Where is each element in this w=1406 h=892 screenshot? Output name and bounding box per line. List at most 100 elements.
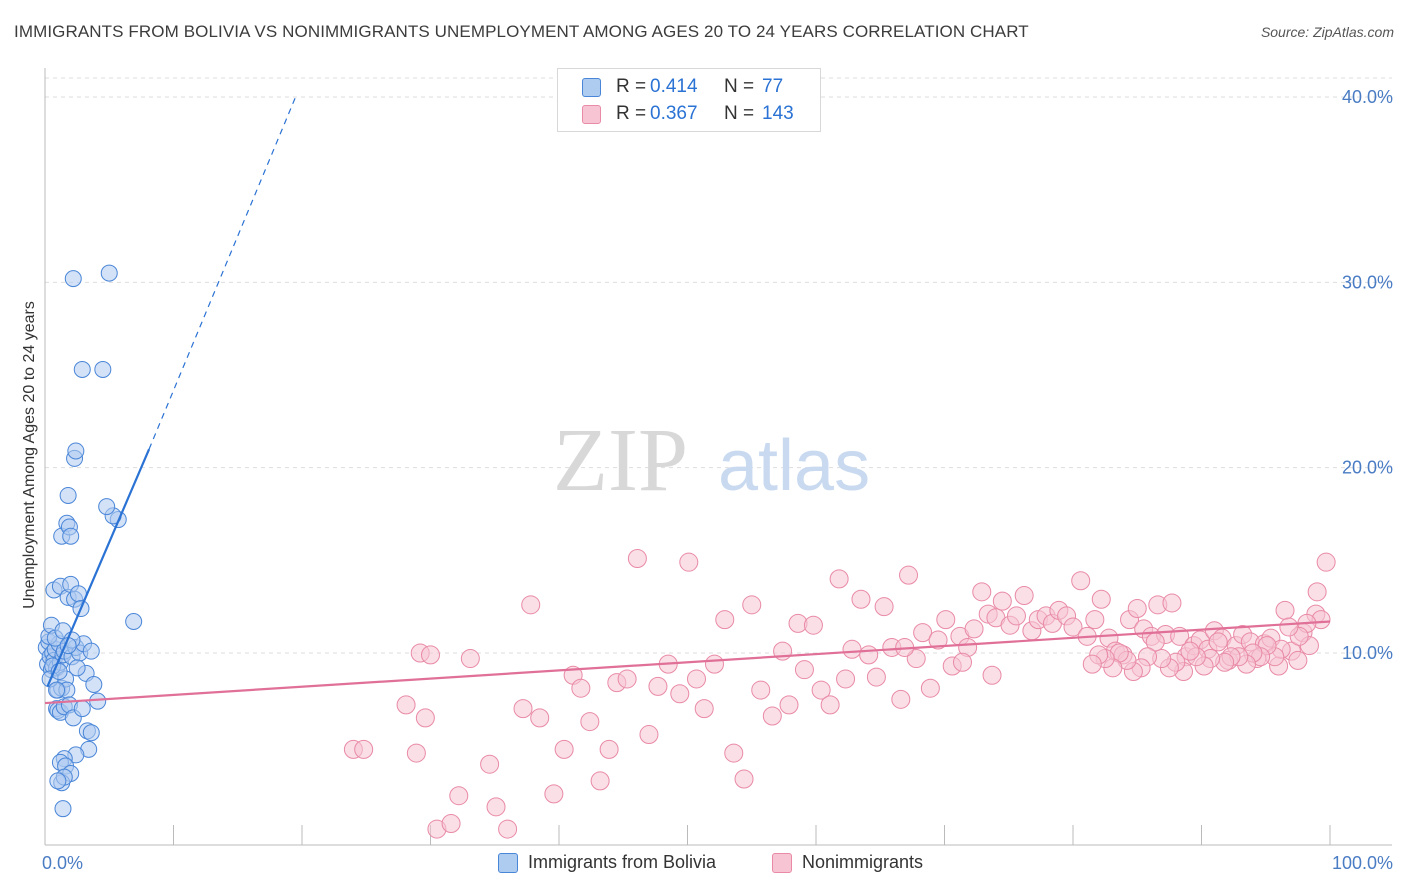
nonimmigrants-point — [866, 667, 886, 687]
nonimmigrants-point — [715, 610, 735, 630]
bolivia-point — [49, 772, 67, 790]
tick-labels: 10.0% 20.0% 30.0% 40.0% 0.0% 100.0% — [42, 87, 1393, 873]
legend-row-nonimmigrants: R = 0.367 N = 143 — [558, 100, 820, 128]
nonimmigrants-point — [498, 819, 518, 839]
nonimmigrants-point — [829, 569, 849, 589]
bolivia-trend-line — [46, 448, 151, 687]
nonimmigrants-point — [580, 712, 600, 732]
nonimmigrants-point — [1279, 617, 1299, 637]
bolivia-point — [85, 676, 103, 694]
nonimmigrants-point — [627, 548, 647, 568]
nonimmigrants-point — [521, 595, 541, 615]
nonimmigrants-point — [406, 743, 426, 763]
bolivia-point — [64, 270, 82, 288]
bolivia-point — [54, 800, 72, 818]
legend-r-value-bolivia: 0.414 — [650, 76, 698, 97]
nonimmigrants-point — [982, 665, 1002, 685]
nonimmigrants-point — [836, 669, 856, 689]
nonimmigrants-point — [480, 754, 500, 774]
nonimmigrants-point — [1071, 571, 1091, 591]
nonimmigrants-point — [571, 678, 591, 698]
nonimmigrants-point — [1208, 632, 1228, 652]
chart-title: IMMIGRANTS FROM BOLIVIA VS NONIMMIGRANTS… — [14, 22, 1029, 41]
nonimmigrants-point — [751, 680, 771, 700]
watermark-atlas: atlas — [718, 426, 870, 506]
legend-swatch-bolivia — [498, 853, 518, 873]
nonimmigrants-point — [811, 680, 831, 700]
bolivia-point — [98, 498, 116, 516]
nonimmigrants-point — [742, 595, 762, 615]
nonimmigrants-point — [1162, 593, 1182, 613]
nonimmigrants-point — [639, 725, 659, 745]
legend-n-label: N = — [724, 76, 755, 97]
nonimmigrants-point — [1316, 552, 1336, 572]
bolivia-points — [37, 264, 143, 818]
bolivia-trend-extension — [148, 96, 297, 450]
nonimmigrants-point — [694, 699, 714, 719]
nonimmigrants-point — [859, 645, 879, 665]
nonimmigrants-point — [679, 552, 699, 572]
nonimmigrants-point — [486, 797, 506, 817]
nonimmigrants-point — [441, 814, 461, 834]
y-tick-label: 40.0% — [1342, 87, 1393, 107]
nonimmigrants-point — [920, 678, 940, 698]
legend-label-nonimmigrants: Nonimmigrants — [802, 852, 924, 872]
bolivia-point — [100, 264, 118, 282]
nonimmigrants-point — [1180, 641, 1200, 661]
nonimmigrants-point — [952, 652, 972, 672]
y-tick-label: 10.0% — [1342, 643, 1393, 663]
bolivia-point — [48, 681, 66, 699]
nonimmigrants-point — [779, 695, 799, 715]
y-axis-label: Unemployment Among Ages 20 to 24 years — [21, 301, 38, 609]
nonimmigrants-point — [590, 771, 610, 791]
bolivia-point — [94, 360, 112, 378]
bolivia-point — [59, 486, 77, 504]
nonimmigrants-point — [1006, 606, 1026, 626]
nonimmigrants-point — [724, 743, 744, 763]
bolivia-point — [67, 442, 85, 460]
nonimmigrants-point — [460, 649, 480, 669]
nonimmigrants-point — [820, 695, 840, 715]
y-tick-label: 20.0% — [1342, 458, 1393, 478]
x-tick-label-max: 100.0% — [1332, 853, 1393, 873]
legend-r-label: R = — [616, 103, 647, 124]
nonimmigrants-point — [544, 784, 564, 804]
nonimmigrants-point — [1063, 617, 1083, 637]
nonimmigrants-point — [354, 739, 374, 759]
nonimmigrants-point — [1082, 654, 1102, 674]
bolivia-point — [73, 700, 91, 718]
bolivia-point — [82, 724, 100, 742]
bolivia-point — [62, 527, 80, 545]
nonimmigrants-point — [928, 630, 948, 650]
nonimmigrants-point — [686, 669, 706, 689]
nonimmigrants-point — [554, 739, 574, 759]
nonimmigrants-point — [530, 708, 550, 728]
nonimmigrants-point — [842, 639, 862, 659]
nonimmigrants-point — [1091, 589, 1111, 609]
legend-r-value-nonimmigrants: 0.367 — [650, 103, 698, 124]
y-tick-label: 30.0% — [1342, 272, 1393, 292]
legend-swatch-bolivia — [582, 78, 601, 97]
nonimmigrants-point — [734, 769, 754, 789]
nonimmigrants-point — [599, 739, 619, 759]
watermark: ZIP atlas — [553, 411, 870, 510]
bolivia-point — [89, 692, 107, 710]
legend-swatch-nonimmigrants — [772, 853, 792, 873]
nonimmigrants-point — [1127, 599, 1147, 619]
legend-n-label: N = — [724, 103, 755, 124]
nonimmigrants-point — [704, 654, 724, 674]
nonimmigrants-point — [906, 649, 926, 669]
nonimmigrants-points — [343, 548, 1336, 839]
legend-swatch-nonimmigrants — [582, 105, 601, 124]
nonimmigrants-point — [964, 619, 984, 639]
series-legend: Immigrants from Bolivia Nonimmigrants — [0, 852, 1406, 876]
nonimmigrants-point — [670, 684, 690, 704]
gridlines — [45, 77, 1392, 654]
bolivia-point — [73, 360, 91, 378]
bolivia-point — [125, 612, 143, 630]
nonimmigrants-point — [1275, 600, 1295, 620]
nonimmigrants-point — [936, 610, 956, 630]
nonimmigrants-point — [449, 786, 469, 806]
nonimmigrants-point — [617, 669, 637, 689]
